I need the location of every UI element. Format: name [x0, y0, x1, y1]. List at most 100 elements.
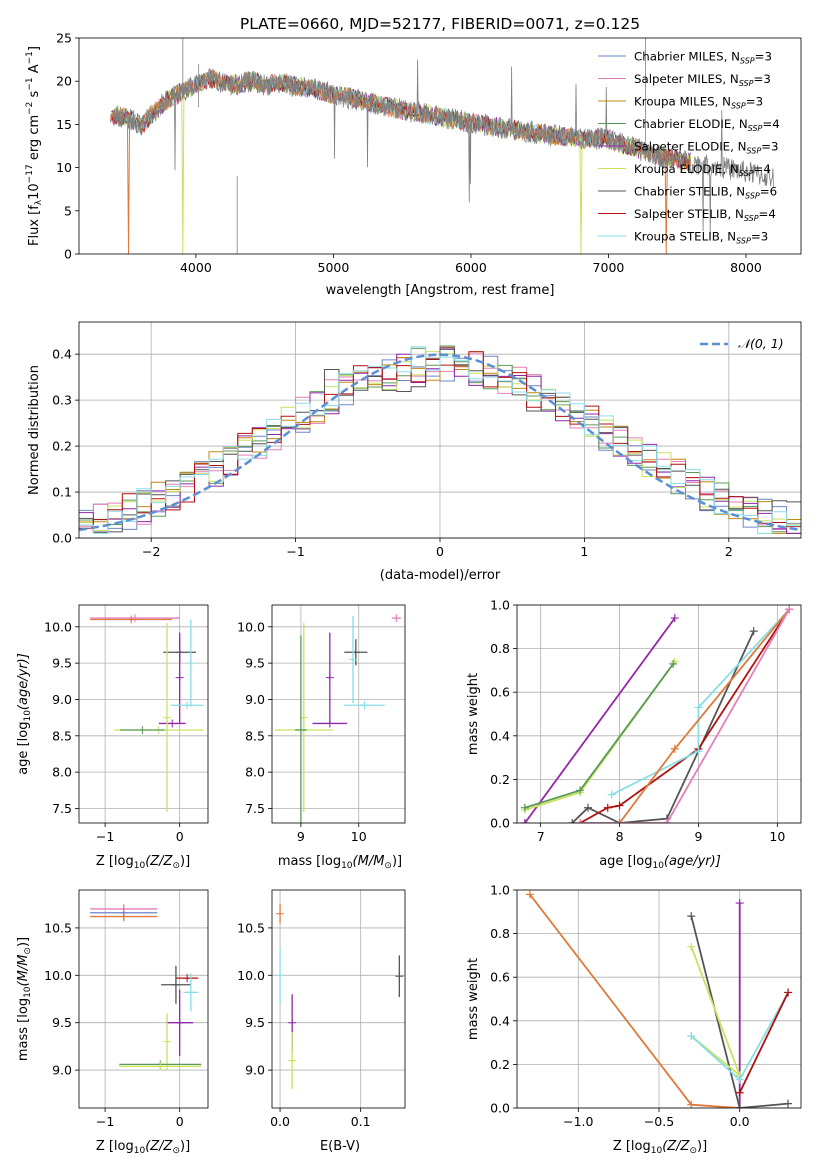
axes-frame	[78, 37, 802, 255]
data-point-marker	[735, 1088, 744, 1097]
x-tick-label: −2	[142, 544, 160, 559]
x-axis-label-part: mass [log	[278, 854, 341, 869]
y-tick-label: 1.0	[490, 883, 510, 898]
x-tick-label: 9	[694, 829, 702, 844]
y-tick-label: 7.5	[52, 801, 72, 816]
legend-label: Salpeter MILES, NSSP=3	[634, 72, 771, 88]
y-axis-label-part: 10	[23, 986, 33, 998]
model-drop-line	[579, 138, 583, 254]
data-point-marker	[348, 655, 357, 664]
y-tick-label: 9.0	[245, 1063, 265, 1078]
data-point-marker	[525, 890, 534, 899]
x-axis-label: Z [log10(Z/Z⊙)]	[613, 1139, 707, 1156]
x-tick-label: −1.0	[563, 1114, 593, 1129]
data-point-marker	[186, 988, 195, 997]
x-axis-label-part: Z [log	[613, 1139, 651, 1154]
data-point-marker	[296, 725, 305, 734]
axes-frame	[78, 889, 209, 1109]
data-point-marker	[175, 673, 184, 682]
x-tick-label: 9	[297, 829, 305, 844]
age-vs-metallicity-plot: −1 07.58.08.59.09.510.0Z [log10(Z/Z⊙)]age…	[16, 604, 209, 871]
plot-area	[274, 614, 401, 823]
y-tick-label: 10.0	[44, 619, 72, 634]
y-tick-label: 9.0	[245, 692, 265, 707]
mass-weight-vs-metallicity-plot: −1.0 −0.5 0.0 0.0 0.2 0.4 0.6 0.8 1.0 Z [log10(Z/…	[466, 883, 802, 1156]
legend-label: Kroupa MILES, NSSP=3	[634, 95, 763, 111]
x-axis-label: Z [log10(Z/Z⊙)]	[96, 854, 190, 871]
figure-title: PLATE=0660, MJD=52177, FIBERID=0071, z=0…	[240, 15, 640, 33]
y-axis-label-part: A	[27, 64, 42, 77]
data-point-marker	[584, 803, 592, 812]
y-tick-label: 0.2	[490, 1057, 510, 1072]
x-tick-label: 7	[537, 829, 545, 844]
series-line	[618, 608, 790, 823]
legend-label-tail: =3	[746, 95, 763, 109]
legend-label-text: Kroupa STELIB, N	[634, 230, 736, 244]
legend-label-tail: =3	[755, 50, 772, 64]
x-axis-label-part: Z [log	[96, 1139, 134, 1154]
y-tick-label: 0.2	[52, 439, 72, 454]
axes-frame	[78, 321, 802, 539]
legend-label: Salpeter STELIB, NSSP=4	[634, 207, 776, 223]
data-point-marker	[276, 971, 285, 980]
legend-label-sub: SSP	[744, 214, 759, 223]
series-line	[611, 608, 790, 796]
data-point-marker	[607, 790, 616, 799]
y-tick-label: 10.0	[237, 619, 265, 634]
x-axis-label-part: 10	[341, 861, 353, 871]
plot-area	[90, 904, 202, 1071]
data-point-marker	[162, 713, 171, 722]
x-tick-label: 2	[725, 544, 733, 559]
y-tick-label: 9.5	[52, 1015, 72, 1030]
y-axis-label-part: )]	[16, 937, 31, 947]
y-axis-label-part: λ	[34, 199, 44, 205]
data-point-marker	[615, 819, 624, 823]
plot-area	[520, 605, 794, 823]
data-point-marker	[735, 1104, 744, 1108]
x-axis-label-part: (age/yr)]	[664, 854, 721, 869]
x-axis-label: mass [log10(M/M⊙)]	[278, 854, 402, 871]
y-tick-label: 0.4	[490, 1013, 510, 1028]
axes-frame	[271, 604, 406, 824]
legend-label-text: Salpeter MILES, N	[634, 72, 739, 86]
x-axis-label-part: (Z/Z	[662, 1139, 690, 1154]
data-point-marker	[749, 627, 758, 636]
y-axis-label-part: −1	[25, 77, 35, 90]
data-point-marker	[288, 1056, 297, 1065]
data-point-marker	[603, 803, 612, 812]
y-axis-label-part: Flux [f	[27, 205, 42, 246]
x-tick-label: 10	[769, 829, 785, 844]
x-tick-label: 1	[580, 544, 588, 559]
residual-histogram-plot: −2 −1 0 1 2 0.0 0.1 0.2 0.3 0.4 𝒩(0, 1) (data-model…	[27, 321, 802, 583]
x-axis-label-part: (Z/Z	[145, 1139, 173, 1154]
y-tick-label: 9.5	[245, 1015, 265, 1030]
x-axis-label-part: ⊙	[384, 861, 392, 871]
plot-area	[276, 904, 404, 1090]
x-tick-label: 0	[176, 829, 184, 844]
y-tick-label: 25	[56, 31, 72, 46]
y-axis-label: Normed distribution	[27, 365, 42, 495]
model-drop-line	[664, 157, 668, 254]
x-axis-label-part: ⊙	[172, 861, 180, 871]
x-tick-label: 0	[176, 1114, 184, 1129]
data-point-marker	[276, 909, 285, 918]
x-axis-label: (data-model)/error	[380, 568, 501, 583]
y-tick-label: 0.0	[490, 816, 510, 831]
x-axis-label-part: )]	[697, 1139, 707, 1154]
data-point-marker	[576, 786, 585, 795]
data-point-marker	[687, 1100, 696, 1108]
data-point-marker	[687, 1032, 696, 1041]
legend-label-sub: SSP	[740, 57, 755, 66]
normal-distribution-curve	[79, 353, 801, 532]
y-axis-label-part: 10	[23, 710, 33, 722]
data-point-marker	[186, 659, 195, 668]
legend-label-tail: =3	[753, 72, 770, 86]
x-tick-label: 0	[436, 544, 444, 559]
data-point-marker	[568, 819, 577, 823]
x-axis-label-part: ⊙	[172, 1146, 180, 1156]
data-point-marker	[687, 942, 696, 951]
data-point-marker	[785, 605, 794, 614]
legend-label-sub: SSP	[739, 169, 754, 178]
data-point-marker	[119, 908, 128, 917]
